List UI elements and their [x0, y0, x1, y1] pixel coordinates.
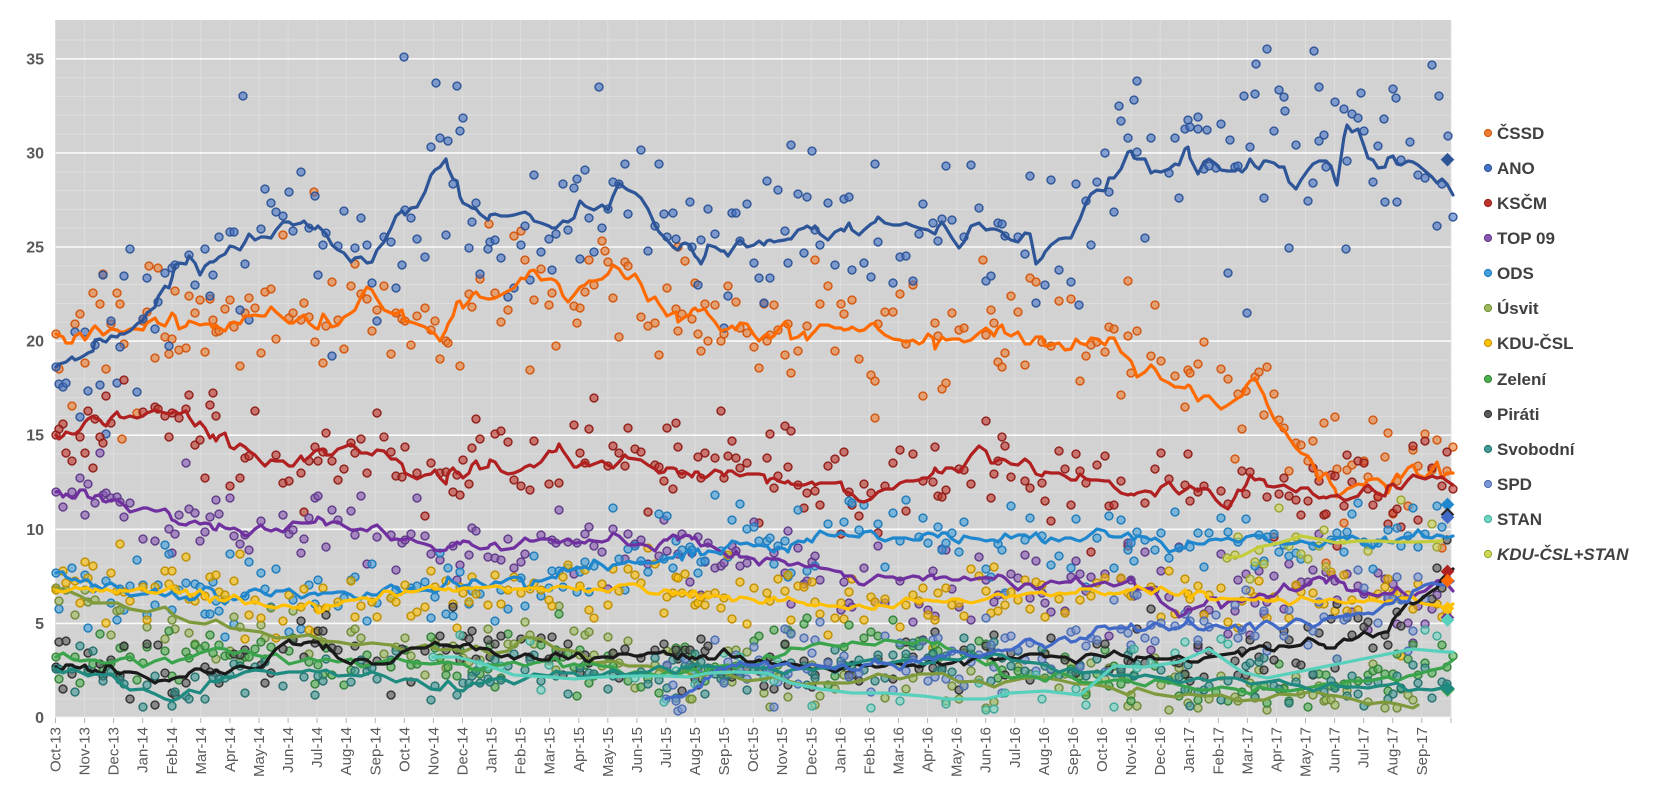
svg-text:Oct-15: Oct-15 [745, 727, 762, 772]
svg-text:25: 25 [26, 240, 44, 257]
svg-text:Oct-14: Oct-14 [396, 727, 413, 772]
svg-text:Mar-15: Mar-15 [542, 727, 559, 775]
svg-text:Mar-14: Mar-14 [193, 727, 210, 775]
svg-text:Oct-16: Oct-16 [1094, 727, 1111, 772]
svg-text:0: 0 [35, 710, 44, 727]
svg-text:Jun-15: Jun-15 [629, 727, 646, 773]
svg-text:Sep-17: Sep-17 [1414, 727, 1431, 775]
svg-text:Nov-14: Nov-14 [425, 727, 442, 775]
svg-text:35: 35 [26, 51, 44, 68]
svg-text:May-14: May-14 [251, 727, 268, 777]
svg-text:Jan-17: Jan-17 [1181, 727, 1198, 773]
svg-text:Úsvit: Úsvit [1497, 299, 1539, 318]
svg-text:Jun-17: Jun-17 [1327, 727, 1344, 773]
svg-text:Apr-14: Apr-14 [222, 727, 239, 772]
svg-text:Sep-15: Sep-15 [716, 727, 733, 775]
svg-text:10: 10 [26, 522, 44, 539]
svg-text:Jul-15: Jul-15 [658, 727, 675, 768]
svg-text:5: 5 [35, 616, 44, 633]
svg-text:Feb-14: Feb-14 [164, 727, 181, 775]
svg-text:Feb-17: Feb-17 [1210, 727, 1227, 775]
svg-text:KSČM: KSČM [1497, 194, 1547, 213]
svg-text:Feb-16: Feb-16 [862, 727, 879, 775]
svg-text:Apr-17: Apr-17 [1268, 727, 1285, 772]
svg-text:Dec-14: Dec-14 [455, 727, 472, 775]
svg-text:SPD: SPD [1497, 475, 1532, 494]
svg-text:TOP 09: TOP 09 [1497, 229, 1555, 248]
svg-text:Piráti: Piráti [1497, 405, 1540, 424]
svg-text:ČSSD: ČSSD [1497, 124, 1544, 143]
svg-text:Jun-14: Jun-14 [280, 727, 297, 773]
svg-text:KDU-ČSL+STAN: KDU-ČSL+STAN [1497, 545, 1629, 564]
svg-text:Jun-16: Jun-16 [978, 727, 995, 773]
svg-text:15: 15 [26, 428, 44, 445]
svg-text:Mar-16: Mar-16 [891, 727, 908, 775]
svg-text:Feb-15: Feb-15 [513, 727, 530, 775]
svg-text:Apr-16: Apr-16 [920, 727, 937, 772]
svg-text:Jan-14: Jan-14 [135, 727, 152, 773]
svg-text:Sep-14: Sep-14 [367, 727, 384, 775]
svg-text:Dec-15: Dec-15 [803, 727, 820, 775]
svg-text:Jan-15: Jan-15 [484, 727, 501, 773]
svg-text:Dec-16: Dec-16 [1152, 727, 1169, 775]
svg-text:STAN: STAN [1497, 510, 1542, 529]
svg-text:Jul-14: Jul-14 [309, 727, 326, 768]
svg-text:KDU-ČSL: KDU-ČSL [1497, 334, 1574, 353]
svg-text:Aug-14: Aug-14 [338, 727, 355, 775]
svg-text:Dec-13: Dec-13 [106, 727, 123, 775]
svg-text:Aug-15: Aug-15 [687, 727, 704, 775]
svg-text:Svobodní: Svobodní [1497, 440, 1576, 459]
svg-text:Mar-17: Mar-17 [1239, 727, 1256, 775]
svg-text:Zelení: Zelení [1497, 370, 1547, 389]
svg-text:20: 20 [26, 334, 44, 351]
svg-text:Apr-15: Apr-15 [571, 727, 588, 772]
svg-text:Aug-16: Aug-16 [1036, 727, 1053, 775]
svg-text:Jul-17: Jul-17 [1356, 727, 1373, 768]
svg-text:May-15: May-15 [600, 727, 617, 777]
svg-text:Jul-16: Jul-16 [1007, 727, 1024, 768]
svg-text:ANO: ANO [1497, 159, 1535, 178]
svg-text:May-16: May-16 [949, 727, 966, 777]
svg-text:Aug-17: Aug-17 [1385, 727, 1402, 775]
svg-text:Nov-13: Nov-13 [77, 727, 94, 775]
svg-text:Oct-13: Oct-13 [48, 727, 65, 772]
svg-text:Jan-16: Jan-16 [832, 727, 849, 773]
svg-text:May-17: May-17 [1298, 727, 1315, 777]
svg-text:Nov-15: Nov-15 [774, 727, 791, 775]
svg-text:Sep-16: Sep-16 [1065, 727, 1082, 775]
svg-text:ODS: ODS [1497, 264, 1534, 283]
svg-text:Nov-16: Nov-16 [1123, 727, 1140, 775]
svg-text:30: 30 [26, 145, 44, 162]
